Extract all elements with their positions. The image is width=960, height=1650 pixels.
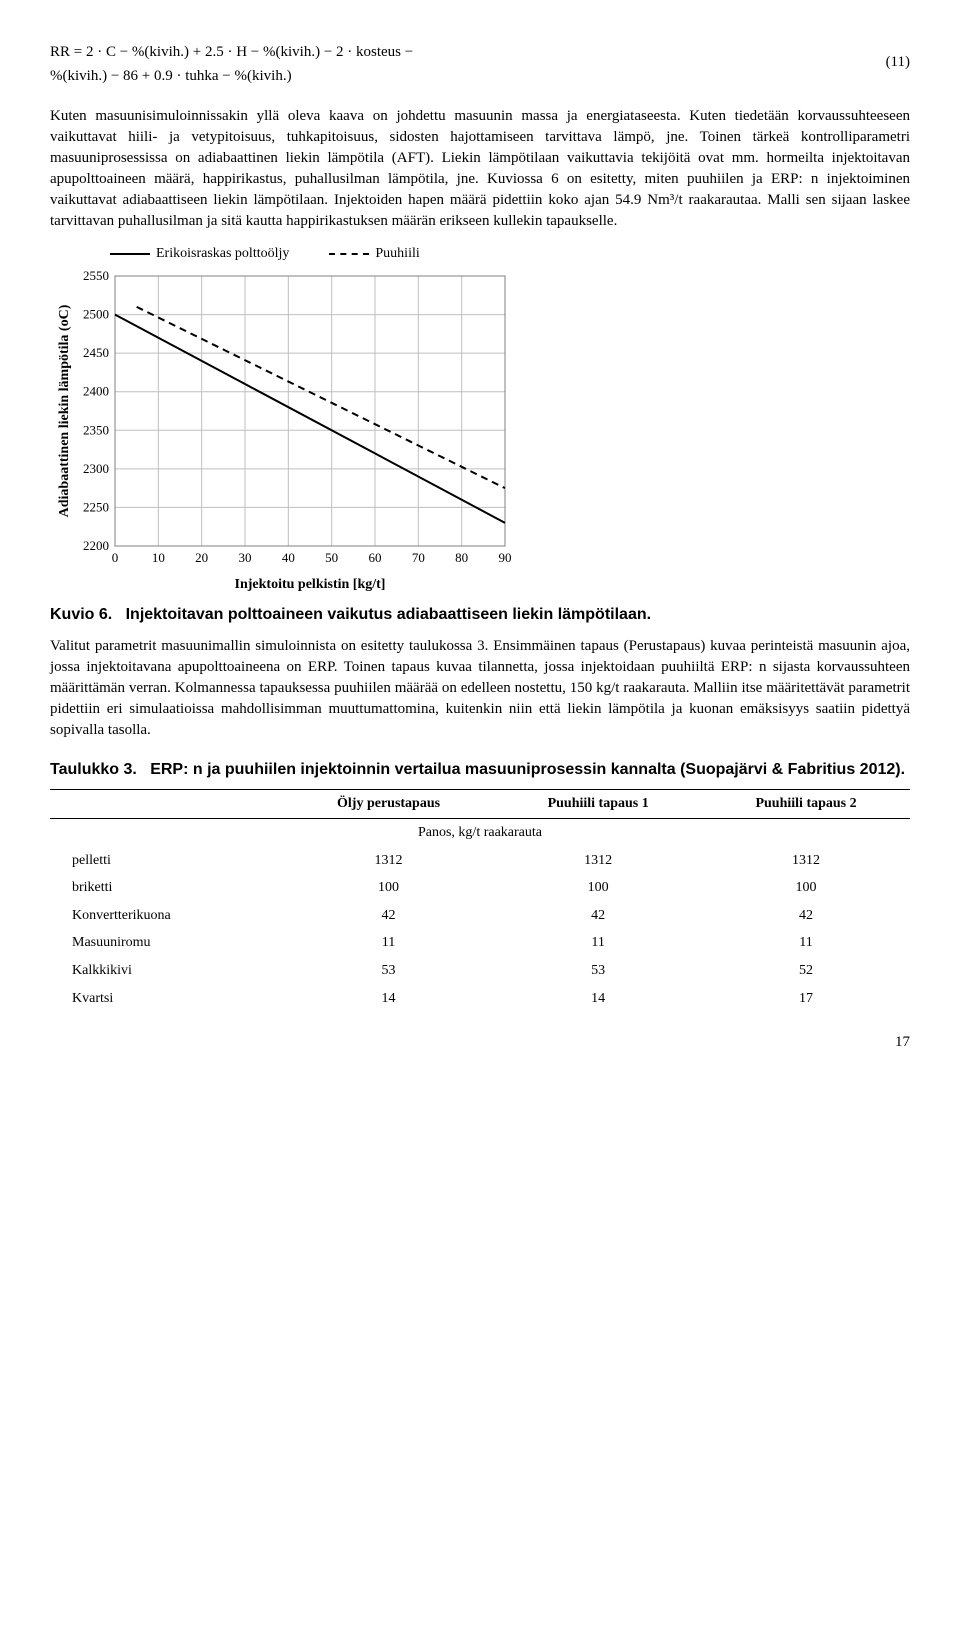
table-cell: 11 [283,929,494,957]
legend-item-charcoal: Puuhiili [329,244,419,264]
legend-line-dashed-icon [329,253,369,255]
table-header-row: Öljy perustapausPuuhiili tapaus 1Puuhiil… [50,790,910,819]
paragraph-1: Kuten masuunisimuloinnissakin yllä oleva… [50,106,910,232]
table-cell: 42 [283,902,494,930]
svg-text:2500: 2500 [83,306,109,321]
table-row-label: Konvertterikuona [50,902,283,930]
table-cell: 1312 [702,847,910,875]
legend-label-charcoal: Puuhiili [375,244,419,264]
equation-line1: RR = 2 · C − %(kivih.) + 2.5 · H − %(kiv… [50,40,413,64]
table-cell: 1312 [283,847,494,875]
svg-text:20: 20 [195,550,208,565]
table-column-header [50,790,283,819]
table-row-label: Masuuniromu [50,929,283,957]
figure-6-text: Injektoitavan polttoaineen vaikutus adia… [126,606,651,623]
figure-6-label: Kuvio 6. [50,606,112,623]
table-cell: 52 [702,957,910,985]
table-cell: 17 [702,985,910,1013]
table-row-label: briketti [50,874,283,902]
legend-item-oil: Erikoisraskas polttoöljy [110,244,289,264]
equation-block: RR = 2 · C − %(kivih.) + 2.5 · H − %(kiv… [50,40,910,88]
table-row: pelletti131213121312 [50,847,910,875]
figure-6-caption: Kuvio 6. Injektoitavan polttoaineen vaik… [50,604,910,626]
svg-text:2300: 2300 [83,460,109,475]
table-row: Kalkkikivi535352 [50,957,910,985]
svg-text:2250: 2250 [83,499,109,514]
svg-text:80: 80 [455,550,468,565]
table-row: Masuuniromu111111 [50,929,910,957]
table-section-row: Panos, kg/t raakarauta [50,818,910,846]
svg-text:50: 50 [325,550,338,565]
table-cell: 53 [494,957,702,985]
table-cell: 14 [494,985,702,1013]
table-row-label: pelletti [50,847,283,875]
table-row: Kvartsi141417 [50,985,910,1013]
svg-text:2550: 2550 [83,268,109,283]
svg-text:70: 70 [412,550,425,565]
table-cell: 100 [283,874,494,902]
legend-line-solid-icon [110,253,150,255]
chart-svg: 0 10 20 30 40 50 60 70 80 90 2200 2250 2300 2350 2400 2… [50,266,520,596]
table-column-header: Öljy perustapaus [283,790,494,819]
table-3-text: ERP: n ja puuhiilen injektoinnin vertail… [150,761,905,778]
equation-line2: %(kivih.) − 86 + 0.9 · tuhka − %(kivih.) [50,64,413,88]
table-cell: 11 [494,929,702,957]
table-row-label: Kvartsi [50,985,283,1013]
table-column-header: Puuhiili tapaus 2 [702,790,910,819]
equation-number: (11) [886,40,910,73]
svg-text:90: 90 [499,550,512,565]
table-column-header: Puuhiili tapaus 1 [494,790,702,819]
svg-text:2450: 2450 [83,345,109,360]
table-cell: 100 [494,874,702,902]
paragraph-2: Valitut parametrit masuunimallin simuloi… [50,636,910,741]
table-row: Konvertterikuona424242 [50,902,910,930]
page-number: 17 [50,1032,910,1053]
legend-label-oil: Erikoisraskas polttoöljy [156,244,289,264]
svg-text:60: 60 [369,550,382,565]
table-cell: 53 [283,957,494,985]
table-cell: 11 [702,929,910,957]
table-body: Panos, kg/t raakarautapelletti1312131213… [50,818,910,1012]
svg-text:0: 0 [112,550,119,565]
svg-text:Adiabaattinen liekin lämpötila: Adiabaattinen liekin lämpötila (oC) [57,304,72,517]
table-cell: 42 [494,902,702,930]
svg-text:30: 30 [239,550,252,565]
table-row-label: Kalkkikivi [50,957,283,985]
table-3: Öljy perustapausPuuhiili tapaus 1Puuhiil… [50,789,910,1012]
table-section-label: Panos, kg/t raakarauta [50,818,910,846]
svg-text:2200: 2200 [83,538,109,553]
svg-text:40: 40 [282,550,295,565]
table-cell: 100 [702,874,910,902]
table-cell: 14 [283,985,494,1013]
svg-text:Injektoitu pelkistin [kg/t]: Injektoitu pelkistin [kg/t] [235,577,386,592]
chart: Erikoisraskas polttoöljy Puuhiili 0 10 20 3… [50,244,910,596]
table-3-label: Taulukko 3. [50,761,137,778]
table-3-caption: Taulukko 3. ERP: n ja puuhiilen injektoi… [50,759,910,781]
equation: RR = 2 · C − %(kivih.) + 2.5 · H − %(kiv… [50,40,413,88]
table-cell: 1312 [494,847,702,875]
table-row: briketti100100100 [50,874,910,902]
chart-legend: Erikoisraskas polttoöljy Puuhiili [110,244,910,264]
table-cell: 42 [702,902,910,930]
svg-text:2350: 2350 [83,422,109,437]
svg-text:10: 10 [152,550,165,565]
svg-text:2400: 2400 [83,383,109,398]
